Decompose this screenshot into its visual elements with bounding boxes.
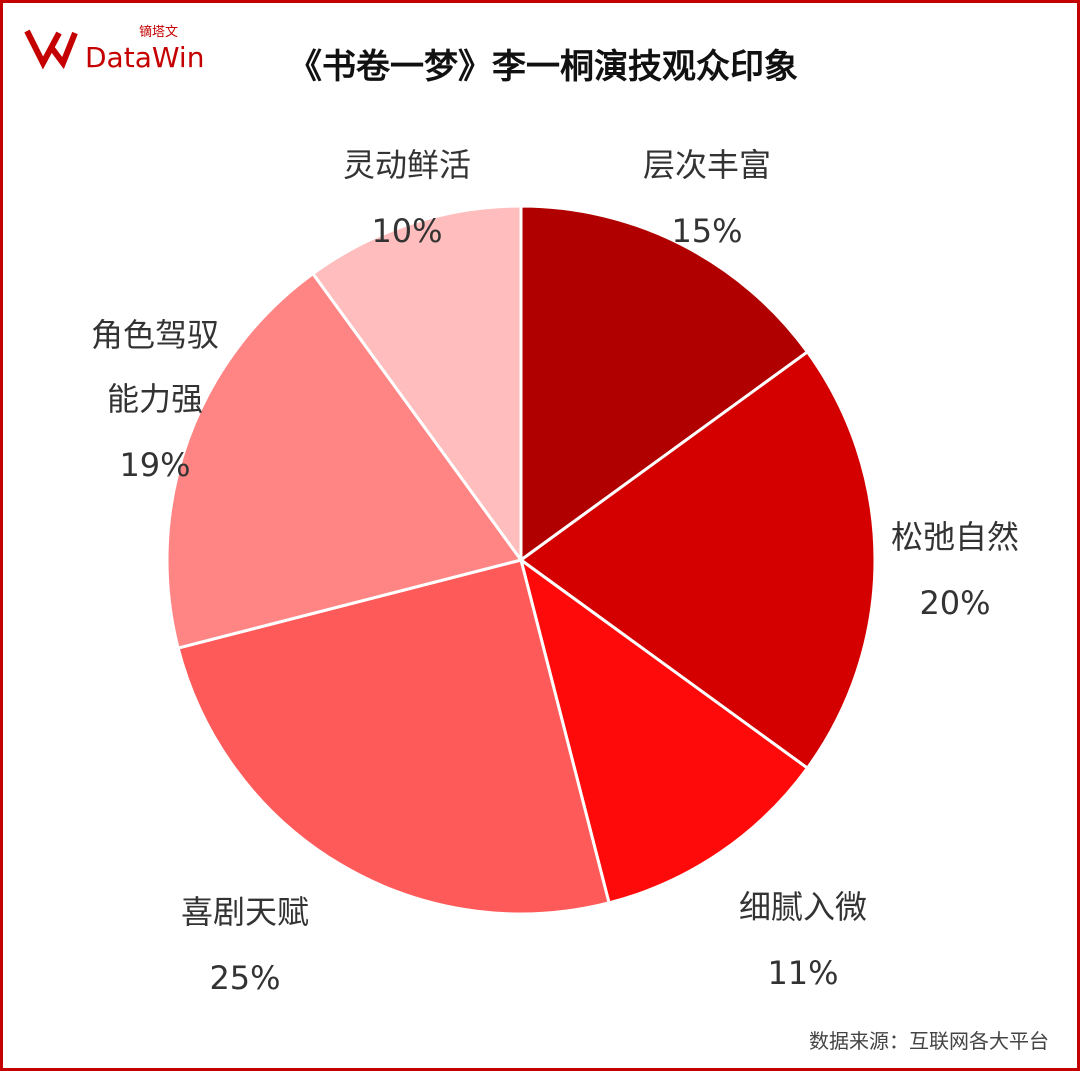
pie-slice: [519, 204, 810, 563]
source: 数据来源：互联网各大平台: [809, 1029, 1049, 1053]
value-label: 25%: [209, 959, 281, 997]
value-label: 10%: [371, 212, 443, 250]
chart: [24, 29, 877, 916]
category-label: 喜剧天赋: [180, 893, 310, 931]
logo-icon: [24, 29, 78, 70]
category-label: 灵动鲜活: [342, 146, 472, 184]
category-label: 角色驾驭能力强: [90, 316, 219, 418]
value-label: 19%: [119, 446, 191, 484]
category-label: 松弛自然: [890, 518, 1020, 556]
value-label: 15%: [671, 212, 743, 250]
value-label: 20%: [919, 584, 991, 622]
pie-slice: [310, 204, 523, 565]
pie-slice: [518, 556, 810, 905]
logo-chinese: 镝塔文: [139, 25, 179, 40]
chart-title: 《书卷一梦》李一桐演技观众印象: [288, 47, 798, 87]
pie-slice: [518, 349, 877, 771]
pie-slice: [176, 558, 611, 916]
category-label: 层次丰富: [642, 146, 772, 184]
category-label: 细腻入微: [738, 888, 868, 926]
pie-slice: [165, 271, 524, 650]
value-label: 11%: [767, 954, 839, 992]
logo-brand: DataWin: [85, 41, 205, 74]
